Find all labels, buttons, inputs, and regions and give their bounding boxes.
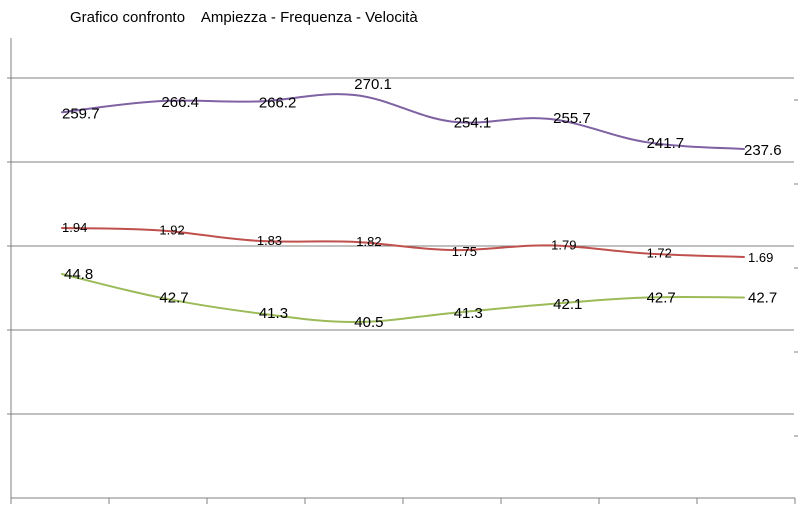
data-label-frequenza-0: 1.94 — [62, 220, 87, 235]
series-line-frequenza — [61, 227, 745, 258]
data-label-frequenza-4: 1.75 — [452, 244, 477, 259]
data-label-velocita-2: 41.3 — [259, 305, 288, 322]
data-label-ampiezza-0: 259.7 — [62, 105, 100, 122]
data-label-frequenza-1: 1.92 — [159, 222, 184, 237]
data-label-ampiezza-1: 266.4 — [161, 94, 199, 111]
data-label-ampiezza-2: 266.2 — [259, 94, 297, 111]
data-label-frequenza-2: 1.83 — [257, 233, 282, 248]
data-label-ampiezza-3: 270.1 — [354, 76, 392, 93]
data-label-ampiezza-4: 254.1 — [454, 115, 492, 132]
data-label-velocita-6: 42.7 — [647, 289, 676, 306]
series-line-ampiezza — [61, 93, 745, 150]
series-line-velocita — [61, 273, 745, 323]
data-label-frequenza-3: 1.82 — [356, 234, 381, 249]
data-label-velocita-5: 42.1 — [553, 296, 582, 313]
data-label-velocita-3: 40.5 — [354, 314, 383, 331]
data-label-ampiezza-7: 237.6 — [744, 142, 782, 159]
data-label-velocita-1: 42.7 — [159, 289, 188, 306]
data-label-frequenza-6: 1.72 — [647, 246, 672, 261]
data-label-velocita-7: 42.7 — [748, 289, 777, 306]
data-labels: 259.7 266.4 266.2 270.1 254.1 255.7 241.7 237.6… — [62, 76, 782, 331]
data-label-ampiezza-6: 241.7 — [647, 135, 685, 152]
data-label-frequenza-7: 1.69 — [748, 250, 773, 265]
data-label-velocita-0: 44.8 — [64, 266, 93, 283]
series-layer — [61, 93, 745, 323]
chart-title: Grafico confronto Ampiezza - Frequenza -… — [70, 9, 418, 26]
data-label-velocita-4: 41.3 — [454, 305, 483, 322]
data-label-frequenza-5: 1.79 — [551, 237, 576, 252]
data-label-ampiezza-5: 255.7 — [553, 110, 591, 127]
